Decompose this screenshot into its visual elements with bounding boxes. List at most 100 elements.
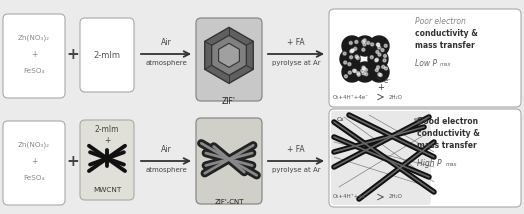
Circle shape — [384, 44, 387, 47]
Text: mass transfer: mass transfer — [417, 141, 477, 150]
Circle shape — [369, 62, 389, 82]
FancyBboxPatch shape — [3, 121, 65, 205]
Text: High P: High P — [417, 159, 442, 168]
Circle shape — [384, 54, 387, 58]
Polygon shape — [219, 43, 239, 67]
FancyBboxPatch shape — [329, 9, 521, 107]
Text: mass transfer: mass transfer — [416, 41, 475, 50]
Text: max: max — [440, 62, 451, 67]
Circle shape — [369, 36, 389, 56]
Circle shape — [355, 36, 375, 56]
Text: e⁻: e⁻ — [414, 117, 421, 122]
Circle shape — [365, 73, 368, 76]
Circle shape — [362, 48, 365, 51]
Circle shape — [370, 56, 373, 59]
Circle shape — [342, 36, 362, 56]
Circle shape — [354, 70, 357, 73]
Circle shape — [344, 61, 347, 64]
FancyBboxPatch shape — [196, 18, 262, 101]
Circle shape — [342, 62, 362, 82]
FancyBboxPatch shape — [80, 18, 134, 92]
Text: ZIF': ZIF' — [222, 97, 236, 106]
Circle shape — [375, 58, 378, 61]
Text: e⁻: e⁻ — [384, 78, 392, 84]
Text: +: + — [31, 157, 37, 166]
Circle shape — [361, 69, 364, 72]
Text: + FA: + FA — [287, 145, 305, 154]
Text: Air: Air — [161, 38, 171, 47]
Circle shape — [376, 43, 379, 46]
Circle shape — [353, 69, 355, 72]
Text: O₂+4H⁺+4e⁻: O₂+4H⁺+4e⁻ — [333, 95, 369, 100]
Text: +: + — [378, 83, 385, 92]
FancyBboxPatch shape — [329, 109, 521, 207]
Text: + FA: + FA — [287, 38, 305, 47]
Text: 2-mIm: 2-mIm — [93, 51, 121, 59]
Circle shape — [343, 52, 346, 55]
Circle shape — [362, 40, 365, 43]
Text: atmosphere: atmosphere — [145, 167, 187, 173]
Text: Zn(NO₃)₂: Zn(NO₃)₂ — [18, 34, 50, 41]
Circle shape — [378, 73, 381, 76]
FancyBboxPatch shape — [331, 111, 431, 205]
Circle shape — [363, 67, 366, 70]
Text: +: + — [67, 153, 79, 168]
Text: O₂+4H⁺+4e⁻: O₂+4H⁺+4e⁻ — [333, 195, 369, 199]
Circle shape — [348, 63, 351, 66]
Circle shape — [375, 69, 378, 72]
Circle shape — [350, 42, 352, 45]
Circle shape — [377, 66, 379, 69]
Text: Poor electron: Poor electron — [416, 17, 466, 26]
FancyBboxPatch shape — [196, 118, 262, 204]
Text: pyrolyse at Ar: pyrolyse at Ar — [271, 167, 320, 173]
Text: 2H₂O: 2H₂O — [389, 195, 403, 199]
Circle shape — [363, 39, 366, 42]
Circle shape — [378, 46, 381, 49]
Polygon shape — [205, 27, 253, 83]
Text: ZIF'-CNT: ZIF'-CNT — [214, 199, 244, 205]
Text: +: + — [67, 46, 79, 61]
Circle shape — [377, 43, 380, 46]
FancyBboxPatch shape — [3, 14, 65, 98]
Circle shape — [378, 53, 381, 56]
Circle shape — [363, 43, 366, 46]
Text: Zn(NO₃)₂: Zn(NO₃)₂ — [18, 141, 50, 148]
Text: FeSO₄: FeSO₄ — [23, 68, 45, 74]
Circle shape — [362, 66, 365, 69]
Circle shape — [350, 56, 353, 59]
Text: max: max — [445, 162, 457, 167]
Text: atmosphere: atmosphere — [145, 60, 187, 66]
Text: +: + — [31, 50, 37, 59]
Circle shape — [367, 41, 370, 44]
Text: conductivity &: conductivity & — [416, 29, 478, 38]
Circle shape — [381, 49, 384, 52]
Circle shape — [357, 72, 360, 75]
Circle shape — [340, 49, 360, 69]
Text: +: + — [104, 136, 110, 145]
Text: Good electron: Good electron — [417, 117, 478, 126]
FancyBboxPatch shape — [80, 120, 134, 200]
Circle shape — [354, 47, 357, 50]
Circle shape — [379, 74, 382, 77]
Circle shape — [383, 59, 386, 62]
Circle shape — [355, 55, 358, 58]
Circle shape — [351, 49, 354, 52]
Circle shape — [385, 67, 388, 70]
Circle shape — [381, 65, 385, 68]
Circle shape — [376, 50, 379, 53]
Text: MWCNT: MWCNT — [93, 187, 121, 193]
Circle shape — [362, 72, 365, 75]
Circle shape — [370, 43, 374, 46]
Text: FeSO₄: FeSO₄ — [23, 175, 45, 181]
Circle shape — [368, 49, 388, 69]
Circle shape — [375, 59, 378, 62]
Circle shape — [348, 71, 351, 74]
Circle shape — [357, 73, 360, 76]
Circle shape — [351, 49, 354, 52]
Text: 2H₂O: 2H₂O — [389, 95, 403, 100]
Text: 2-mIm: 2-mIm — [95, 125, 119, 134]
Polygon shape — [212, 35, 246, 75]
Circle shape — [350, 50, 353, 53]
Text: conductivity &: conductivity & — [417, 129, 480, 138]
Text: Air: Air — [161, 145, 171, 154]
